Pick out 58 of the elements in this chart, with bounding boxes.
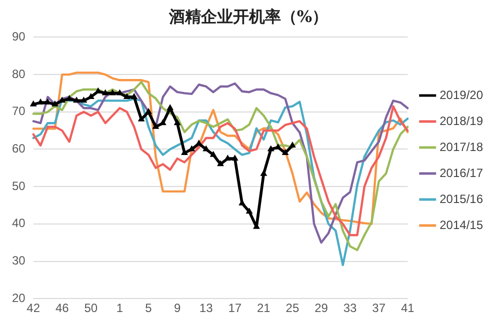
point [30, 100, 36, 106]
x-tick-label: 9 [174, 301, 181, 316]
point [109, 90, 116, 96]
y-tick-label: 40 [12, 216, 26, 230]
point [196, 140, 202, 146]
x-tick-label: 37 [372, 301, 386, 316]
legend-label: 2018/19 [440, 114, 484, 128]
y-tick-label: 90 [12, 30, 26, 44]
point [102, 90, 108, 96]
x-tick-label: 25 [286, 301, 300, 316]
point [246, 208, 252, 214]
x-tick-label: 41 [400, 301, 415, 316]
point [138, 116, 144, 122]
point [224, 155, 231, 161]
x-tick-label: 33 [343, 301, 358, 316]
point [66, 95, 72, 101]
point [232, 155, 238, 161]
x-tick-label: 46 [55, 301, 70, 316]
point [268, 146, 274, 152]
point [174, 120, 180, 126]
point [88, 93, 94, 99]
y-tick-label: 50 [12, 178, 26, 193]
point [181, 149, 188, 155]
point [124, 93, 130, 99]
point [202, 146, 210, 152]
x-tick-label: 17 [228, 301, 242, 316]
point [217, 160, 224, 166]
y-tick-label: 70 [12, 104, 26, 118]
x-tick-label: 21 [256, 301, 271, 316]
legend-label: 2019/20 [440, 88, 484, 102]
point [131, 93, 138, 99]
point [274, 144, 282, 150]
point [73, 97, 80, 103]
legend-label: 2017/18 [440, 140, 484, 154]
point [160, 120, 166, 126]
chart-title: 酒精企业开机率（%） [168, 6, 328, 26]
point [167, 104, 174, 110]
x-tick-label: 13 [199, 301, 214, 316]
point [282, 149, 288, 155]
legend-label: 2014/15 [440, 218, 484, 232]
y-tick-label: 80 [12, 66, 26, 81]
point [52, 100, 58, 106]
legend-label: 2015/16 [440, 192, 484, 206]
x-tick-label: 50 [84, 301, 98, 316]
point [80, 97, 87, 103]
point [152, 123, 159, 129]
y-tick-label: 60 [12, 142, 26, 156]
point [210, 151, 216, 157]
point [289, 142, 296, 148]
x-tick-label: 5 [145, 301, 152, 316]
legend-label: 2016/17 [440, 166, 484, 180]
x-tick-label: 29 [314, 301, 328, 316]
x-tick-label: 1 [116, 301, 124, 316]
x-tick-label: 42 [26, 301, 40, 316]
point [260, 170, 267, 176]
point [145, 108, 152, 114]
y-tick-label: 20 [12, 290, 26, 305]
y-tick-label: 30 [12, 254, 26, 268]
